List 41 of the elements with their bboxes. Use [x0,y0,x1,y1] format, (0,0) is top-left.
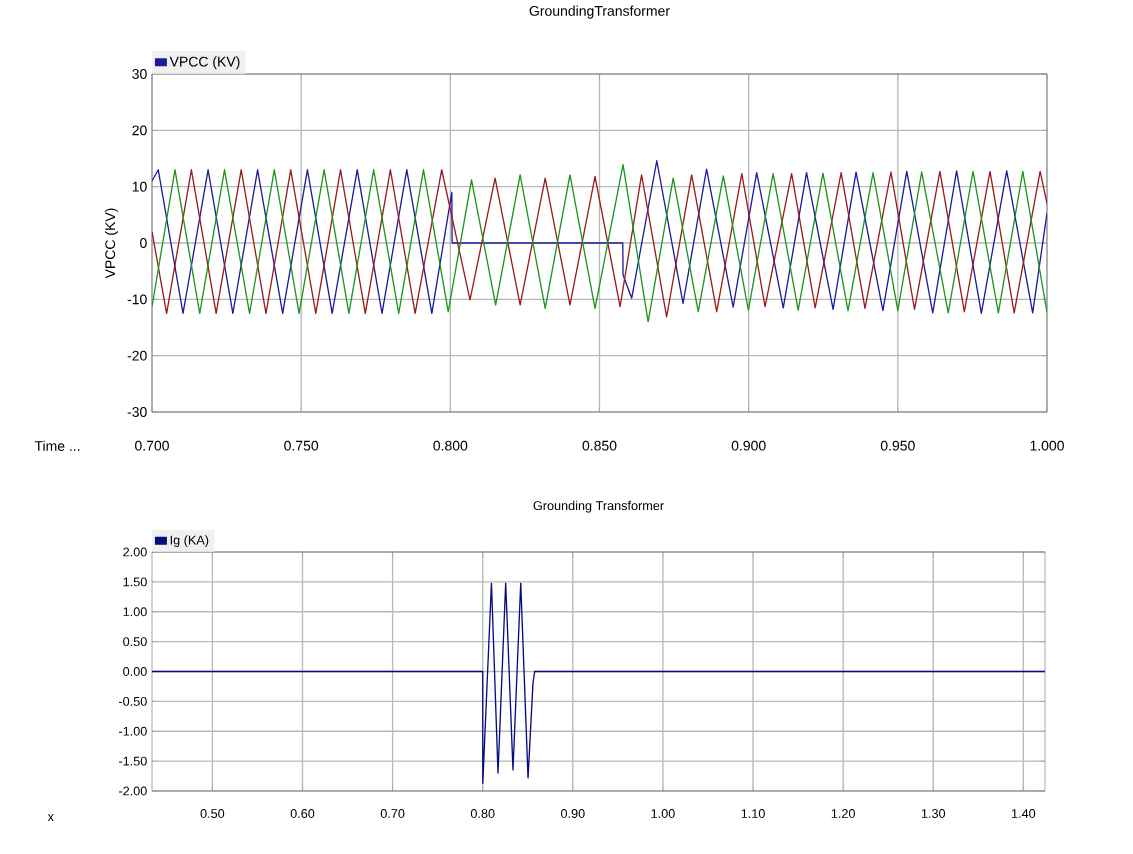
x-axis-title: x [47,814,54,822]
legend-label: VPCC (KV) [169,56,240,70]
x-tick-label: 0.750 [284,440,319,451]
x-tick-label: 0.950 [880,440,915,451]
x-tick-label: 1.30 [921,809,946,818]
y-tick-label: 0 [140,238,147,248]
y-tick-label: 20 [132,125,147,136]
x-tick-label: 0.900 [731,440,766,451]
x-tick-label: 1.20 [831,809,855,818]
x-tick-label: 0.700 [135,440,169,451]
chart-title: Grounding Transformer [533,500,664,513]
x-tick-label: 1.40 [1012,809,1036,818]
y-tick-label: 2.00 [123,547,147,557]
chart-title: GroundingTransformer [529,5,670,19]
y-tick-label: -30 [127,407,147,417]
y-tick-label: 0.00 [123,667,147,676]
y-tick-label: -1.00 [118,726,147,736]
line-series [152,582,1045,784]
y-axis-title: VPCC (KV) [104,208,118,279]
y-tick-label: -10 [127,294,147,305]
y-tick-label: -0.50 [118,696,147,706]
x-tick-label: 1.00 [651,809,675,818]
x-axis-title: Time ... [34,440,80,451]
y-tick-label: -20 [127,350,147,361]
y-tick-label: 10 [132,181,147,192]
y-tick-label: 30 [132,69,147,79]
y-tick-label: -2.00 [118,786,147,796]
x-tick-label: 0.70 [380,809,405,818]
x-tick-label: 0.800 [433,440,468,451]
y-tick-label: 1.50 [123,577,147,587]
x-tick-label: 1.000 [1030,440,1064,451]
x-tick-label: 0.850 [582,440,617,451]
x-tick-label: 1.10 [741,809,765,818]
x-tick-label: 0.80 [470,809,495,818]
y-tick-label: -1.50 [118,756,147,766]
y-tick-label: 1.00 [123,607,147,617]
y-tick-label: 0.50 [123,637,147,647]
x-tick-label: 0.50 [200,809,225,818]
x-tick-label: 0.90 [560,809,585,818]
legend-label: Ig (KA) [170,535,209,548]
x-tick-label: 0.60 [290,809,315,818]
